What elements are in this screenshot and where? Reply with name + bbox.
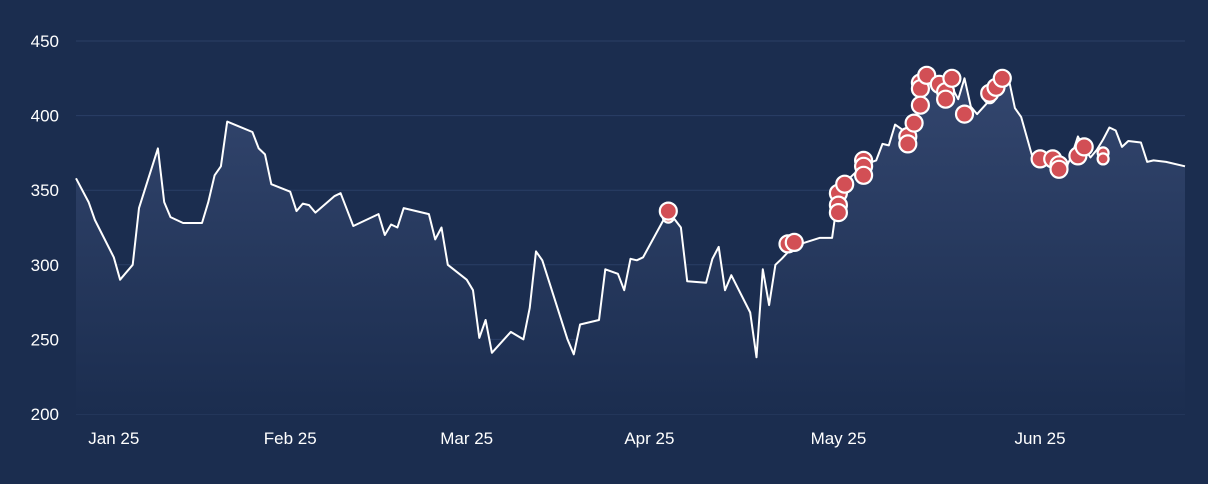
y-tick-label: 350 <box>31 181 59 200</box>
price-area-fill <box>76 75 1185 415</box>
x-tick-label: Jun 25 <box>1015 429 1066 448</box>
signal-marker <box>1096 152 1110 166</box>
signal-marker <box>784 232 804 252</box>
y-tick-label: 300 <box>31 256 59 275</box>
signal-marker <box>904 113 924 133</box>
x-tick-label: Apr 25 <box>624 429 674 448</box>
signal-marker <box>992 68 1012 88</box>
x-tick-label: Mar 25 <box>440 429 493 448</box>
signal-marker <box>935 89 956 109</box>
signal-marker <box>1074 137 1094 157</box>
x-tick-label: May 25 <box>811 429 867 448</box>
signal-marker <box>658 201 678 221</box>
signal-marker <box>917 65 937 85</box>
signal-marker <box>853 165 874 185</box>
signal-marker <box>942 68 962 88</box>
signal-marker <box>954 104 975 124</box>
x-tick-label: Jan 25 <box>88 429 139 448</box>
y-tick-label: 400 <box>31 107 59 126</box>
x-tick-label: Feb 25 <box>264 429 317 448</box>
x-axis: Jan 25 Feb 25 Mar 25 Apr 25 May 25 Jun 25 <box>88 429 1065 448</box>
y-tick-label: 250 <box>31 330 59 349</box>
y-axis: 200 250 300 350 400 450 <box>31 32 59 424</box>
signal-marker <box>910 95 931 115</box>
signal-marker <box>1049 159 1069 179</box>
y-tick-label: 200 <box>31 405 59 424</box>
signal-marker <box>835 174 855 194</box>
signal-marker <box>828 203 849 223</box>
y-tick-label: 450 <box>31 32 59 51</box>
price-line <box>75 74 1186 359</box>
signal-marker <box>898 134 918 154</box>
signal-markers <box>658 65 1110 254</box>
